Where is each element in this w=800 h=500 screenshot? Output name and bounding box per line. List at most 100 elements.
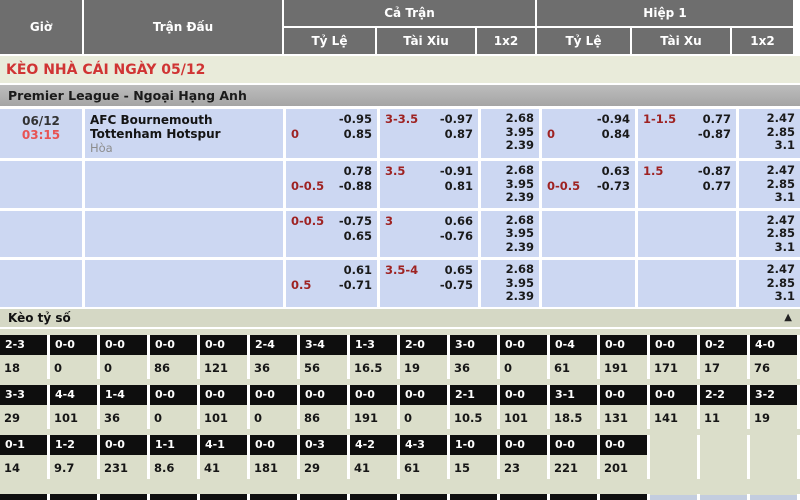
score-odds-cell[interactable]: 0-0 131 (600, 384, 650, 429)
score-odds-cell[interactable]: 0-0 171 (650, 334, 700, 379)
score-section-header[interactable]: Kèo tỷ số ▲ (0, 308, 800, 329)
score-label: 0-0 (200, 334, 247, 355)
score-odds-cell[interactable]: 0-2 17 (700, 334, 750, 379)
score-label: 0-1 (0, 434, 47, 455)
score-odds-cell[interactable]: 0-0 191 (600, 334, 650, 379)
score-odds-cell[interactable]: 1-0 15 (450, 434, 500, 479)
score-odds-value: 14 (4, 460, 21, 475)
handicap-label: 0-0.5 (291, 179, 325, 193)
ft-1x2-odds[interactable]: 2.68 3.95 2.39 (481, 210, 539, 257)
col-header-first-half: Hiệp 1 (537, 0, 793, 26)
score-odds-cell[interactable]: 0-4 61 (550, 334, 600, 379)
score-odds-cell[interactable]: 0-0 121 (200, 334, 250, 379)
score-odds-cell[interactable]: 0-0 191 (350, 384, 400, 429)
score-odds-value: 231 (104, 460, 129, 475)
ft-handicap-odds[interactable]: 0.78 0-0.5 -0.88 (286, 161, 377, 208)
score-odds-cell[interactable]: 2-2 11 (700, 384, 750, 429)
h1-1x2-odds[interactable]: 2.47 2.85 3.1 (739, 260, 800, 307)
score-odds-cell[interactable]: 0-1 14 (0, 434, 50, 479)
odds-value: 2.85 (766, 176, 795, 191)
score-label: 0-0 (650, 334, 697, 355)
ft-1x2-odds[interactable]: 2.68 3.95 2.39 (481, 161, 539, 208)
score-odds-cell[interactable]: 0-0 231 (100, 434, 150, 479)
h1-1x2-odds[interactable]: 2.47 2.85 3.1 (739, 161, 800, 208)
ft-over-under-odds[interactable]: 3.5 -0.91 0.81 (380, 161, 478, 208)
score-odds-cell[interactable]: 0-0 0 (50, 334, 100, 379)
score-odds-cell[interactable]: 2-0 19 (400, 334, 450, 379)
ft-1x2-odds[interactable]: 2.68 3.95 2.39 (481, 109, 539, 158)
score-empty-cell (550, 494, 600, 500)
score-odds-cell[interactable]: 0-0 141 (650, 384, 700, 429)
ft-over-under-odds[interactable]: 3 0.66 -0.76 (380, 210, 478, 257)
score-label: 0-4 (550, 334, 597, 355)
score-odds-cell[interactable]: 3-2 19 (750, 384, 800, 429)
score-odds-value: 101 (54, 410, 79, 425)
score-empty-cell (0, 494, 50, 500)
odds-line: 0-0.5 -0.88 (291, 179, 372, 194)
score-odds-cell[interactable]: 4-3 61 (400, 434, 450, 479)
score-odds-cell[interactable]: 3-0 36 (450, 334, 500, 379)
score-odds-cell[interactable]: 3-1 18.5 (550, 384, 600, 429)
score-odds-cell[interactable]: 1-3 16.5 (350, 334, 400, 379)
score-odds-cell[interactable]: 2-4 36 (250, 334, 300, 379)
score-odds-cell[interactable]: 4-0 76 (750, 334, 800, 379)
score-odds-cell[interactable]: 0-0 0 (500, 334, 550, 379)
score-odds-cell[interactable]: 4-1 41 (200, 434, 250, 479)
ft-handicap-odds[interactable]: -0.95 0 0.85 (286, 109, 377, 158)
score-empty-cell (750, 494, 800, 500)
score-odds-cell[interactable]: 0-0 181 (250, 434, 300, 479)
score-label: 0-0 (650, 384, 697, 405)
score-odds-cell[interactable]: 0-0 0 (100, 334, 150, 379)
score-odds-cell[interactable]: 0-0 221 (550, 434, 600, 479)
score-odds-cell[interactable]: 0-0 201 (600, 434, 650, 479)
score-label: 2-2 (700, 384, 747, 405)
score-odds-value: 131 (604, 410, 629, 425)
score-label: 0-2 (700, 334, 747, 355)
collapse-arrow-icon[interactable]: ▲ (784, 312, 792, 323)
score-odds-cell[interactable]: 0-0 86 (300, 384, 350, 429)
h1-over-under-odds[interactable]: 1-1.5 0.77 -0.87 (638, 109, 736, 158)
odds-line: 0 0.85 (291, 127, 372, 142)
ft-handicap-odds[interactable]: 0.61 0.5 -0.71 (286, 260, 377, 307)
score-odds-cell[interactable]: 1-1 8.6 (150, 434, 200, 479)
score-odds-cell[interactable]: 4-4 101 (50, 384, 100, 429)
ft-handicap-odds[interactable]: 0-0.5 -0.75 0.65 (286, 210, 377, 257)
score-odds-cell[interactable]: 0-0 101 (200, 384, 250, 429)
h1-over-under-odds[interactable]: 1.5 -0.87 0.77 (638, 161, 736, 208)
score-odds-cell[interactable]: 1-2 9.7 (50, 434, 100, 479)
h1-1x2-odds[interactable]: 2.47 2.85 3.1 (739, 109, 800, 158)
score-odds-cell[interactable]: 0-0 23 (500, 434, 550, 479)
odds-line: 0.5 -0.71 (291, 278, 372, 293)
score-odds-cell[interactable]: 0-3 29 (300, 434, 350, 479)
odds-value: 2.85 (766, 124, 795, 139)
h1-handicap-odds[interactable]: 0.63 0-0.5 -0.73 (542, 161, 635, 208)
score-odds-cell[interactable]: 0-0 101 (500, 384, 550, 429)
score-empty-cell (350, 494, 400, 500)
score-section: Kèo tỷ số ▲ 2-3 18 0-0 0 0-0 0 0-0 86 0-0 121 2-4 3… (0, 308, 800, 500)
score-odds-value: 171 (654, 360, 679, 375)
score-odds-cell[interactable]: 3-3 29 (0, 384, 50, 429)
ft-1x2-odds[interactable]: 2.68 3.95 2.39 (481, 260, 539, 307)
odds-value: 2.47 (766, 212, 795, 227)
score-odds-cell[interactable]: 3-4 56 (300, 334, 350, 379)
score-label: 3-1 (550, 384, 597, 405)
score-odds-cell[interactable]: 0-0 86 (150, 334, 200, 379)
ft-over-under-odds[interactable]: 3-3.5 -0.97 0.87 (380, 109, 478, 158)
score-odds-cell[interactable]: 1-4 36 (100, 384, 150, 429)
score-label: 1-0 (450, 434, 497, 455)
odds-row: 06/12 03:15 AFC Bournemouth Tottenham Hotsp… (0, 109, 800, 158)
score-odds-cell[interactable]: 2-3 18 (0, 334, 50, 379)
odds-value: 2.47 (766, 111, 795, 125)
h1-1x2-odds[interactable]: 2.47 2.85 3.1 (739, 210, 800, 257)
score-label: 0-0 (600, 384, 647, 405)
ft-over-under-odds[interactable]: 3.5-4 0.65 -0.75 (380, 260, 478, 307)
score-odds-cell[interactable]: 0-0 0 (250, 384, 300, 429)
match-cell (85, 210, 283, 257)
score-label: 0-0 (100, 434, 147, 455)
score-odds-cell[interactable]: 0-0 0 (400, 384, 450, 429)
score-odds-cell[interactable]: 4-2 41 (350, 434, 400, 479)
score-odds-cell[interactable]: 0-0 0 (150, 384, 200, 429)
h1-handicap-odds[interactable]: -0.94 0 0.84 (542, 109, 635, 158)
score-row: 2-3 18 0-0 0 0-0 0 0-0 86 0-0 121 2-4 36 3-4 56 1-3 16.… (0, 334, 800, 379)
score-odds-cell[interactable]: 2-1 10.5 (450, 384, 500, 429)
